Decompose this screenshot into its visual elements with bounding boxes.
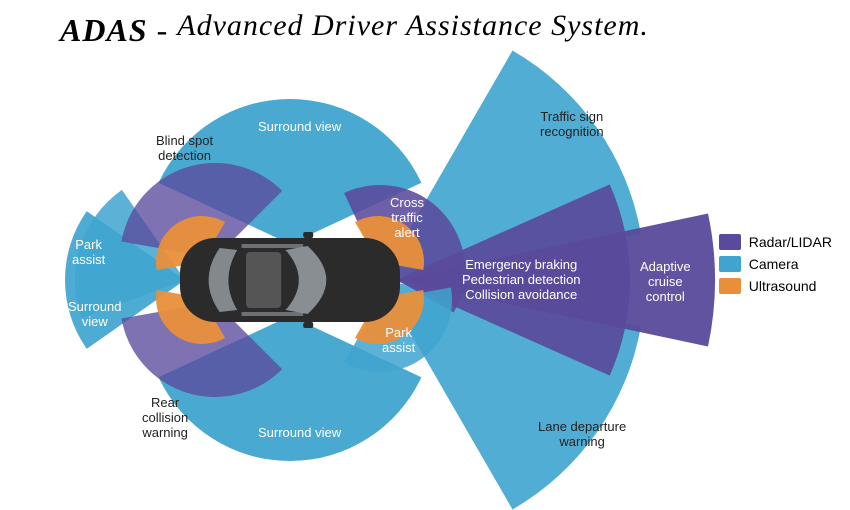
label-rear-collision: Rear collision warning	[142, 396, 188, 441]
legend-item-ultrasound: Ultrasound	[719, 278, 832, 294]
label-adaptive-cruise: Adaptive cruise control	[640, 260, 691, 305]
label-blind-spot: Blind spot detection	[156, 134, 213, 164]
label-emergency: Emergency braking Pedestrian detection C…	[462, 258, 581, 303]
label-park-assist-rear: Park assist	[72, 238, 105, 268]
legend-swatch-camera	[719, 256, 741, 272]
label-traffic-sign: Traffic sign recognition	[540, 110, 604, 140]
label-surround-top: Surround view	[258, 120, 341, 135]
legend-item-camera: Camera	[719, 256, 832, 272]
label-surround-rear: Surround view	[68, 300, 121, 330]
label-lane-departure: Lane departure warning	[538, 420, 626, 450]
legend-swatch-ultrasound	[719, 278, 741, 294]
legend-label-radar: Radar/LIDAR	[749, 234, 832, 250]
legend: Radar/LIDAR Camera Ultrasound	[719, 228, 832, 300]
legend-label-camera: Camera	[749, 256, 799, 272]
legend-label-ultrasound: Ultrasound	[749, 278, 817, 294]
label-cross-traffic: Cross traffic alert	[390, 196, 424, 241]
diagram-stage: ADAS - Advanced Driver Assistance System…	[0, 0, 850, 510]
label-park-assist-front: Park assist	[382, 326, 415, 356]
legend-item-radar: Radar/LIDAR	[719, 234, 832, 250]
legend-swatch-radar	[719, 234, 741, 250]
label-surround-bottom: Surround view	[258, 426, 341, 441]
car-icon	[180, 232, 400, 328]
